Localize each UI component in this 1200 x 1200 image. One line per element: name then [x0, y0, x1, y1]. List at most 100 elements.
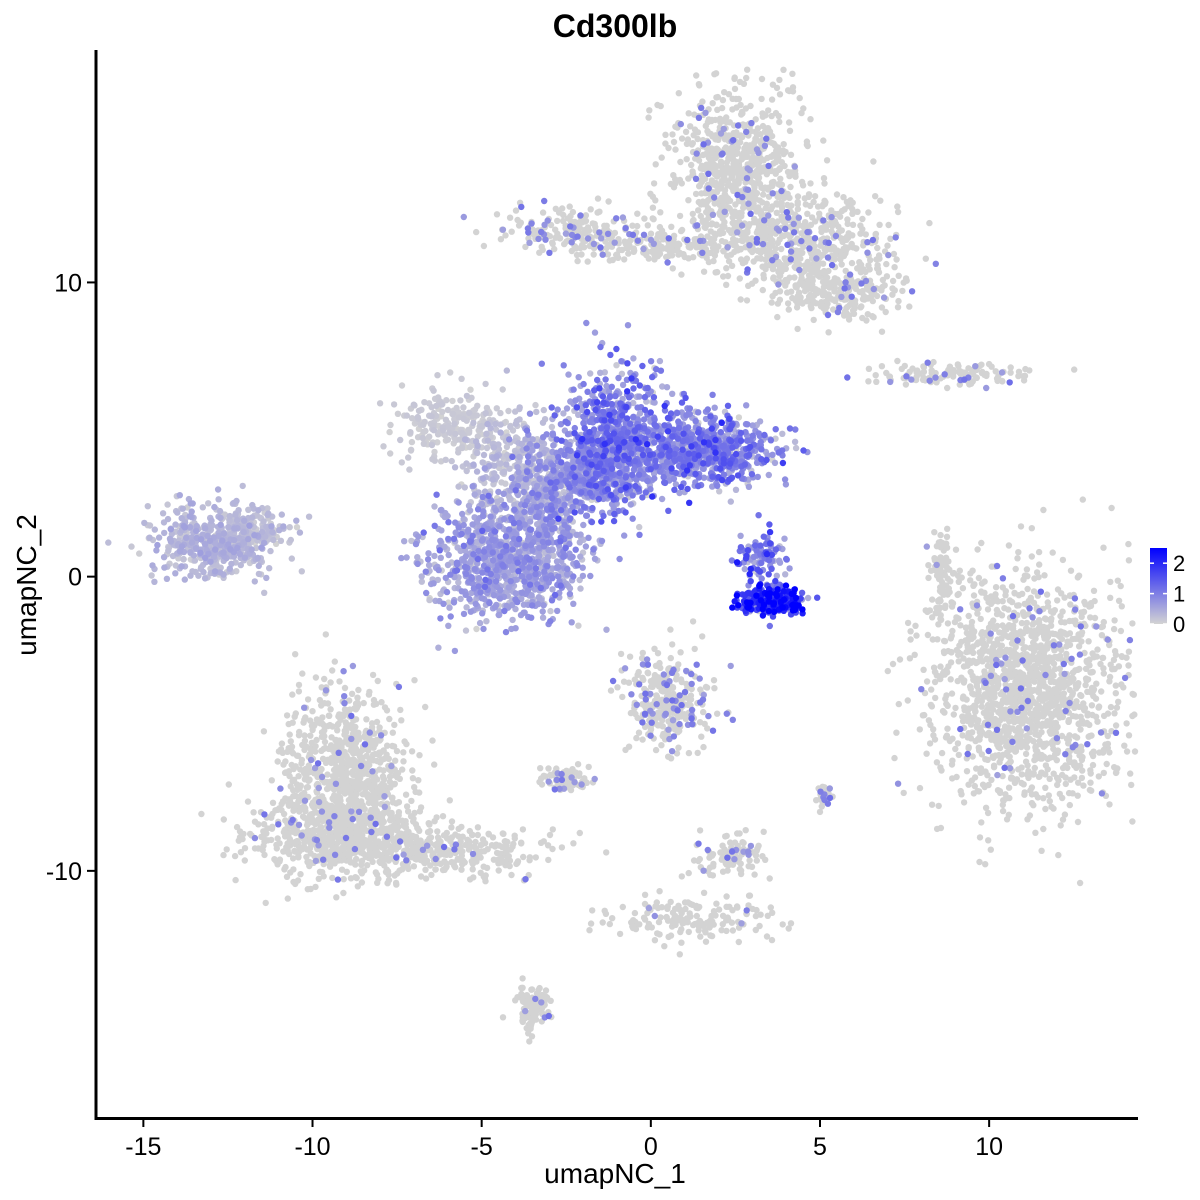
cell-point	[581, 218, 589, 225]
cell-point	[714, 268, 721, 276]
cell-point	[1106, 673, 1114, 681]
cell-point	[1125, 557, 1133, 564]
cell-point	[733, 104, 740, 111]
cell-point	[322, 631, 329, 638]
cell-point	[834, 247, 841, 254]
cell-point	[333, 894, 340, 901]
cell-point	[425, 820, 432, 827]
cell-point	[342, 719, 349, 726]
cell-point	[335, 720, 342, 728]
cell-point	[625, 250, 632, 257]
cell-point	[818, 299, 825, 306]
cell-point	[763, 200, 770, 207]
cell-point	[904, 619, 912, 627]
cell-point	[809, 292, 816, 300]
cell-point	[869, 297, 876, 305]
cell-point	[930, 358, 937, 366]
cell-point	[1076, 720, 1084, 727]
cell-point	[1019, 720, 1026, 727]
cell-point	[380, 755, 388, 763]
cell-point	[866, 266, 873, 273]
cell-point	[546, 831, 554, 839]
cell-point	[619, 693, 626, 701]
cell-point	[811, 193, 819, 200]
cell-point	[776, 296, 784, 303]
cell-point	[567, 786, 575, 794]
cell-point	[1032, 666, 1040, 673]
cell-point	[647, 726, 655, 733]
cell-point	[223, 846, 230, 853]
cell-point	[584, 258, 591, 265]
cell-point	[1040, 652, 1048, 659]
cell-point	[750, 219, 758, 226]
cell-point	[1013, 717, 1020, 725]
cell-point	[940, 588, 947, 595]
cell-point	[395, 818, 402, 825]
cell-point	[676, 212, 684, 220]
cell-point	[431, 818, 438, 825]
point-cloud	[105, 66, 1139, 1045]
cell-point	[983, 707, 990, 715]
cell-point	[366, 761, 373, 769]
cell-point	[1021, 600, 1028, 608]
cell-point	[762, 230, 769, 237]
cell-point	[810, 264, 818, 271]
cell-point	[296, 728, 303, 736]
cell-point	[1072, 635, 1079, 642]
cell-point	[1043, 624, 1051, 631]
cell-point	[1123, 720, 1130, 727]
cell-point	[975, 689, 982, 696]
cell-point	[726, 197, 734, 204]
cell-point	[807, 116, 814, 123]
cell-point	[394, 774, 401, 781]
cell-point	[764, 252, 771, 259]
cell-point	[1048, 803, 1055, 811]
cell-point	[937, 531, 944, 539]
cell-point	[576, 770, 583, 777]
cell-point	[356, 818, 363, 825]
cell-point	[1025, 674, 1032, 681]
cell-point	[739, 121, 747, 128]
cell-point	[1115, 597, 1123, 604]
cell-point	[302, 714, 309, 721]
cell-point	[821, 180, 828, 187]
cell-point	[1083, 676, 1090, 683]
cell-point	[343, 778, 351, 785]
cell-point	[665, 753, 672, 760]
cell-point	[936, 596, 944, 603]
cell-point	[789, 88, 797, 95]
cell-point	[688, 161, 695, 169]
cell-point	[707, 249, 714, 257]
cell-point	[893, 729, 900, 736]
cell-point	[634, 714, 641, 722]
cell-point	[1059, 608, 1066, 615]
cell-point	[984, 606, 992, 613]
cell-point	[916, 726, 923, 733]
cell-point	[1036, 684, 1043, 691]
cell-point	[789, 70, 796, 78]
cell-point	[793, 259, 801, 266]
cell-point	[964, 734, 971, 741]
cell-point	[978, 580, 986, 587]
cell-point	[409, 767, 416, 774]
cell-point	[1059, 816, 1067, 823]
cell-point	[1106, 801, 1113, 808]
cell-point	[334, 800, 341, 807]
cell-point	[989, 646, 996, 653]
cell-point	[578, 251, 585, 258]
cell-point	[1005, 542, 1013, 549]
cell-point	[1065, 718, 1072, 725]
cell-point	[262, 899, 269, 907]
cell-point	[506, 214, 514, 221]
cell-point	[849, 221, 857, 228]
cell-point	[1062, 762, 1069, 769]
cell-point	[1003, 816, 1011, 823]
cell-point	[850, 310, 858, 317]
cell-point	[925, 562, 932, 569]
cell-point	[574, 761, 582, 768]
cell-point	[875, 252, 883, 259]
cell-point	[1052, 698, 1060, 705]
cell-point	[1020, 373, 1027, 380]
cell-point	[1018, 764, 1025, 771]
cell-point	[703, 161, 710, 168]
